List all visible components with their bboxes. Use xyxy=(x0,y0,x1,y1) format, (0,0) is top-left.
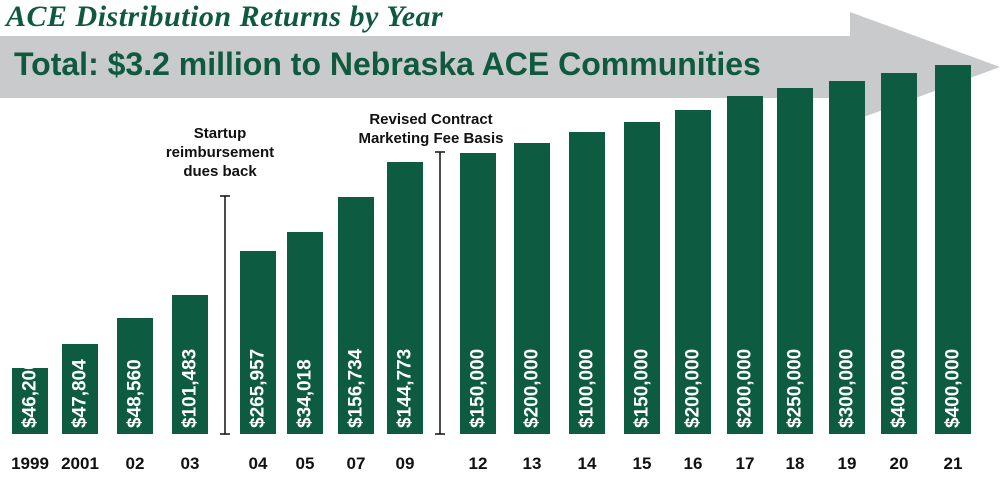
tick-label-14: 14 xyxy=(578,454,597,473)
bar-03 xyxy=(172,295,208,434)
data-label-21: $400,000 xyxy=(943,349,964,428)
chart-subtitle: Total: $3.2 million to Nebraska ACE Comm… xyxy=(14,46,761,82)
data-label-14: $100,000 xyxy=(577,349,598,428)
data-label-1999: $46,200 xyxy=(20,359,41,428)
data-label-05: $34,018 xyxy=(295,359,316,428)
chart-title: ACE Distribution Returns by Year xyxy=(6,0,444,33)
annotation-revised-line-1: Revised Contract xyxy=(369,111,493,128)
bar-16 xyxy=(675,110,711,434)
bars-group: $46,200 1999 $47,804 2001 $48,560 02 $101,483 0… xyxy=(11,65,971,473)
bar-04 xyxy=(240,251,276,434)
data-label-02: $48,560 xyxy=(125,359,146,428)
tick-label-12: 12 xyxy=(469,454,488,473)
data-label-09: $144,773 xyxy=(395,349,416,428)
tick-label-16: 16 xyxy=(684,454,703,473)
annotation-startup: Startup reimbursement dues back xyxy=(150,124,290,181)
bar-02 xyxy=(117,318,153,434)
annotation-revised: Revised Contract Marketing Fee Basis xyxy=(336,110,526,148)
tick-label-04: 04 xyxy=(249,454,268,473)
tick-label-19: 19 xyxy=(838,454,857,473)
data-label-18: $250,000 xyxy=(785,349,806,428)
bar-2001 xyxy=(62,344,98,434)
data-label-20: $400,000 xyxy=(889,349,910,428)
tick-label-02: 02 xyxy=(126,454,145,473)
tick-label-05: 05 xyxy=(296,454,315,473)
data-label-13: $200,000 xyxy=(522,349,543,428)
tick-label-1999: 1999 xyxy=(11,454,49,473)
tick-label-21: 21 xyxy=(944,454,963,473)
tick-label-17: 17 xyxy=(736,454,755,473)
annotation-startup-line-3: dues back xyxy=(183,163,257,180)
bar-14 xyxy=(569,132,605,434)
tick-label-18: 18 xyxy=(786,454,805,473)
bar-12 xyxy=(460,153,496,434)
data-label-19: $300,000 xyxy=(837,349,858,428)
tick-label-15: 15 xyxy=(633,454,652,473)
data-label-12: $150,000 xyxy=(468,349,489,428)
bar-1999 xyxy=(12,368,48,434)
tick-label-07: 07 xyxy=(347,454,366,473)
bar-18 xyxy=(777,88,813,434)
annotation-startup-line-1: Startup xyxy=(193,125,247,142)
data-label-17: $200,000 xyxy=(735,349,756,428)
tick-label-09: 09 xyxy=(396,454,415,473)
annotation-startup-line-2: reimbursement xyxy=(165,144,275,161)
bar-05 xyxy=(287,232,323,434)
data-label-15: $150,000 xyxy=(632,349,653,428)
data-label-07: $156,734 xyxy=(346,348,367,428)
data-label-04: $265,957 xyxy=(248,349,269,428)
annotation-revised-line-2: Marketing Fee Basis xyxy=(358,130,504,147)
total-arrow xyxy=(0,12,1000,122)
tick-label-13: 13 xyxy=(523,454,542,473)
data-label-03: $101,483 xyxy=(180,349,201,428)
bar-09 xyxy=(387,162,423,434)
tick-label-03: 03 xyxy=(181,454,200,473)
bar-07 xyxy=(338,197,374,434)
bar-17 xyxy=(727,96,763,434)
data-label-16: $200,000 xyxy=(683,349,704,428)
bar-20 xyxy=(881,73,917,434)
tick-label-20: 20 xyxy=(890,454,909,473)
data-label-2001: $47,804 xyxy=(70,359,91,428)
bar-19 xyxy=(829,81,865,434)
bar-13 xyxy=(514,143,550,434)
tick-label-2001: 2001 xyxy=(61,454,99,473)
bar-15 xyxy=(624,122,660,434)
bar-21 xyxy=(935,65,971,434)
